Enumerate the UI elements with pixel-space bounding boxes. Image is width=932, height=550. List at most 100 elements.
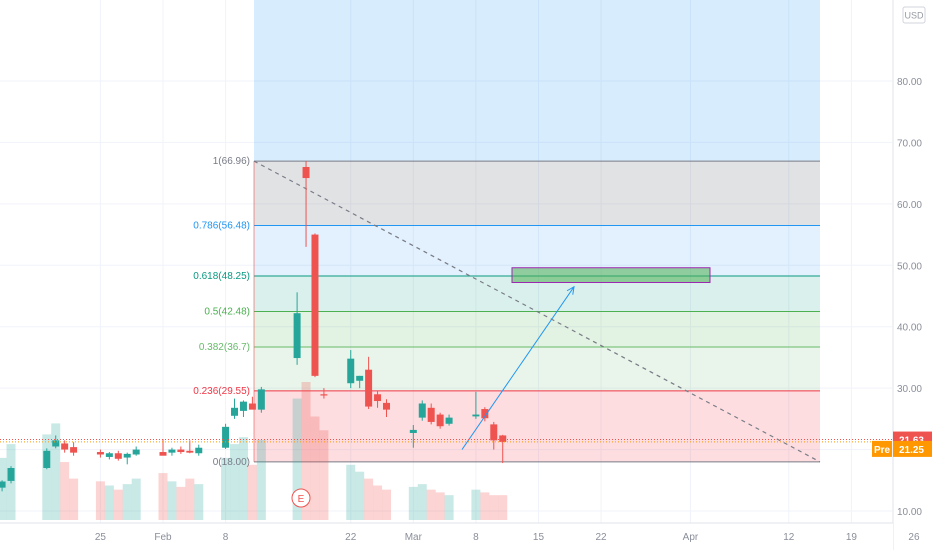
currency-badge-box [902,6,926,24]
projection-arrow-head [566,285,575,295]
candle-body [70,447,78,453]
candle-body [96,452,104,455]
volume-bar [373,485,383,520]
candle-body [436,414,444,427]
volume-bar [489,495,499,520]
time-tick-label: Feb [154,532,172,543]
fib-level-label: 0.236(29.55) [193,386,250,397]
candle-body [168,449,176,453]
pre-label-tag [872,440,892,457]
fib-zone [254,346,820,391]
volume-bar [498,495,508,520]
fib-level-label: 1(66.96) [213,156,250,167]
candle-body [61,443,69,450]
candle-body [257,389,265,410]
earnings-event-marker[interactable]: E [291,488,311,508]
candle-body [0,481,6,488]
volume-bar [167,481,177,520]
volume-bar [194,484,204,520]
time-tick-label: 22 [595,532,607,543]
candle-body [302,167,310,179]
price-tick-label: 30.00 [897,384,922,395]
volume-bar [417,484,427,520]
volume-bar [364,478,374,520]
volume-bar [346,464,356,520]
price-tick-label: 50.00 [897,261,922,272]
pre-price-value: 21.25 [899,445,924,456]
candle-body [7,468,15,481]
volume-bar [113,489,123,520]
volume-bar [104,485,114,520]
projection-zone [254,0,820,162]
pre-price-tag [893,440,932,457]
volume-bar [158,473,168,520]
time-tick-label: 15 [533,532,545,543]
candle-body [409,429,417,433]
candle-body [427,407,435,422]
fib-zone [254,390,820,462]
fib-level-label: 0.5(42.48) [204,306,250,317]
volume-bar [176,486,186,520]
candle-body [472,414,480,417]
volume-bar [435,492,445,520]
volume-bar [408,486,418,520]
fib-level-label: 0.618(48.25) [193,271,250,282]
candle-body [186,450,194,453]
volume-bar [355,471,365,520]
price-tick-label: 10.00 [897,507,922,518]
candle-body [132,449,140,455]
volume-bar [382,489,391,520]
fib-zone [254,311,820,347]
candle-body [52,440,60,447]
volume-bar [221,457,231,520]
volume-bar [230,444,240,520]
candle-body [490,424,498,441]
fib-level-labels: 1(66.96) 0.786(56.48) 0.618(48.25) 0.5(42.4… [193,156,250,468]
candle-body [222,426,230,448]
price-axis[interactable]: 10.0020.0030.0040.0050.0060.0070.0080.00… [872,0,932,550]
fibonacci-retracement[interactable] [253,160,821,463]
candle-body [239,401,247,411]
time-axis[interactable]: 25 Feb 8 22 Mar 8 15 22 Apr 12 19 26 [0,522,920,550]
candle-body [320,394,328,396]
candle-body [293,313,301,359]
candlesticks [0,161,507,492]
volume-bar [60,462,70,520]
price-axis-bg [893,0,932,550]
candle-body [43,450,51,468]
candle-body [159,452,167,456]
volume-bar [131,478,141,520]
earnings-event-label: E [298,494,305,505]
candle-body [231,407,239,416]
fib-trend-line [253,160,821,463]
fib-level-label: 0(18.00) [213,457,250,468]
earnings-event-circle [291,488,311,508]
volume-bar [185,478,195,520]
candle-body [123,453,131,458]
time-tick-label: Apr [683,532,699,543]
volume-bar [310,416,320,520]
target-box [511,267,711,283]
drawings[interactable] [461,267,711,450]
volume-bars [0,382,508,520]
candle-body [374,394,382,402]
time-tick-label: 8 [223,532,229,543]
volume-bar [42,434,52,520]
volume-bar [471,489,481,520]
time-tick-label: 25 [95,532,107,543]
price-tick-label: 70.00 [897,138,922,149]
volume-bar [444,495,454,520]
fib-level-label: 0.786(56.48) [193,220,250,231]
candle-body [114,453,122,459]
candle-body [445,417,453,424]
volume-bar [301,382,311,520]
fib-level-label: 0.382(36.7) [199,342,250,353]
volume-bar [480,492,490,520]
candle-body [105,453,113,457]
candle-body [347,358,355,384]
volume-bar [0,457,7,520]
grid-lines [0,0,915,523]
candle-body [383,402,390,410]
volume-bar [238,437,248,520]
